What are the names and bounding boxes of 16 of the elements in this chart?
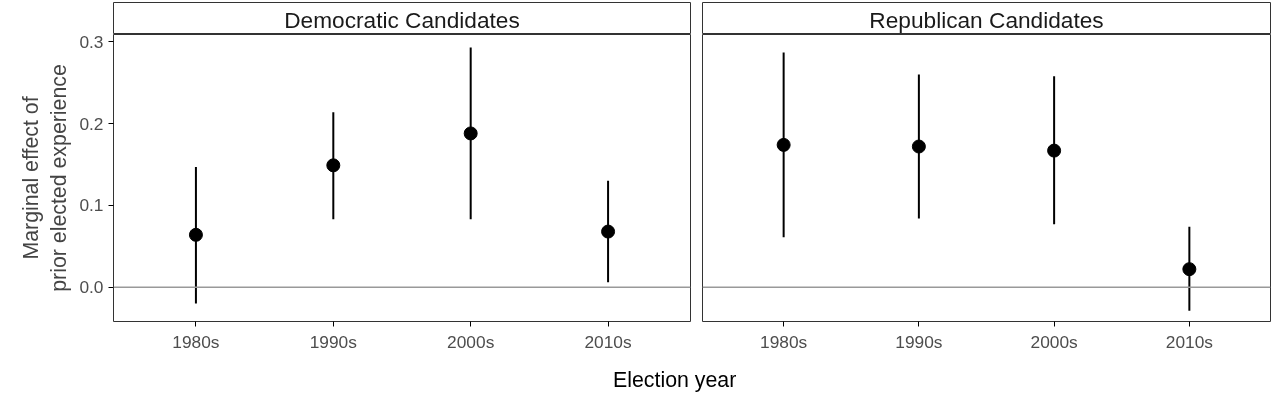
x-tick-label: 2010s [1165,331,1214,352]
y-axis-title: Marginal effect of prior elected experience [18,64,72,292]
x-tick-label: 1990s [309,331,358,352]
y-tick-label: 0.3 [79,31,104,52]
chart-title: Republican Candidates [869,7,1104,34]
x-tick-label: 1980s [172,331,220,352]
y-tick-label: 0.0 [79,277,104,298]
x-tick-label: 2000s [447,331,495,352]
y-tick-label: 0.1 [79,195,104,216]
x-tick-label: 2000s [1030,331,1079,352]
x-tick-label: 1980s [760,331,808,352]
y-tick-label: 0.2 [79,113,104,134]
x-axis-title: Election year [613,367,737,392]
chart-title: Democratic Candidates [284,7,520,34]
x-tick-label: 2010s [584,331,633,352]
x-tick-label: 1990s [895,331,943,352]
